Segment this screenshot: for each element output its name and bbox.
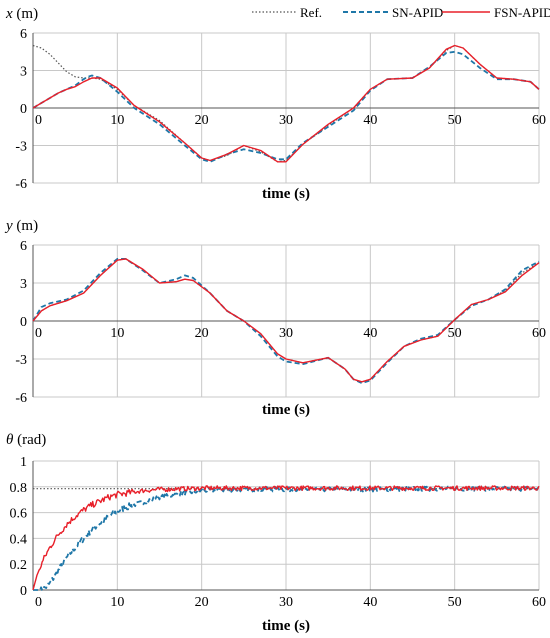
x-tick-label: 40 (363, 595, 377, 610)
x-tick-label: 30 (279, 326, 293, 341)
y-tick-label: 0 (20, 102, 27, 117)
x-tick-label: 10 (110, 113, 124, 128)
y-tick-label: -6 (15, 391, 27, 406)
y-tick-label: 6 (20, 239, 27, 254)
chart-theta-angle: θ (rad) 0 10 20 30 40 50 60 1 0.8 0.6 0.4 0.2 0 time… (6, 432, 546, 634)
grid (32, 32, 540, 184)
series-line-fsn-apid (32, 44, 540, 163)
x-tick-label: 50 (448, 326, 462, 341)
x-tick-label: 40 (363, 113, 377, 128)
y-tick-label: 6 (20, 27, 27, 42)
x-tick-label: 30 (279, 113, 293, 128)
x-tick-label: 50 (448, 595, 462, 610)
legend-label-sn-apid: SN-APID (392, 5, 443, 20)
y-tick-label: -3 (15, 140, 27, 155)
x-tick-label: 60 (532, 113, 546, 128)
x-tick-label: 20 (195, 326, 209, 341)
y-tick-label: 0.8 (10, 481, 28, 496)
y-axis-symbol: y (4, 218, 13, 234)
series-line-sn-apid (32, 50, 540, 163)
y-tick-label: 0.2 (10, 558, 28, 573)
y-axis-symbol: θ (6, 432, 14, 448)
y-tick-label: 0.4 (10, 532, 28, 547)
series-line-sn-apid (33, 485, 540, 591)
x-tick-label: 50 (448, 113, 462, 128)
x-tick-label: 10 (110, 326, 124, 341)
y-axis-symbol: x (5, 6, 13, 22)
series (32, 485, 540, 591)
grid (32, 460, 540, 591)
y-tick-label: 0 (20, 584, 27, 599)
series (32, 257, 540, 385)
y-axis-unit: (m) (13, 6, 38, 22)
x-tick-label: 40 (363, 326, 377, 341)
x-tick-label: 0 (35, 595, 42, 610)
x-tick-label: 10 (110, 595, 124, 610)
x-tick-label: 20 (195, 113, 209, 128)
y-axis-label: y (m) (4, 218, 38, 234)
legend: Ref. SN-APID FSN-APID (252, 5, 550, 20)
x-tick-label: 60 (532, 595, 546, 610)
y-tick-label: -3 (15, 353, 27, 368)
y-tick-label: -6 (15, 177, 27, 192)
series (32, 44, 540, 163)
x-tick-label: 0 (35, 113, 42, 128)
series-line-fsn-apid (32, 258, 540, 383)
y-tick-label: 1 (20, 455, 27, 470)
y-axis-unit: (m) (13, 218, 38, 234)
y-tick-label: 0.6 (10, 507, 28, 522)
series-line-fsn-apid (32, 485, 540, 591)
tick-labels: 0 10 20 30 40 50 60 1 0.8 0.6 0.4 0.2 0 (10, 455, 547, 610)
legend-label-ref: Ref. (300, 5, 322, 20)
y-tick-label: 0 (20, 315, 27, 330)
x-tick-label: 30 (279, 595, 293, 610)
x-tick-label: 20 (195, 595, 209, 610)
x-tick-label: 60 (532, 326, 546, 341)
x-axis-label: time (s) (262, 402, 310, 418)
x-tick-label: 0 (35, 326, 42, 341)
y-tick-label: 3 (20, 277, 27, 292)
y-tick-label: 3 (20, 65, 27, 80)
x-axis-label: time (s) (262, 618, 310, 634)
legend-label-fsn-apid: FSN-APID (494, 5, 550, 20)
y-axis-label: θ (rad) (6, 432, 46, 448)
x-axis-label: time (s) (262, 186, 310, 202)
y-axis-label: x (m) (5, 6, 38, 22)
y-axis-unit: (rad) (13, 432, 46, 448)
